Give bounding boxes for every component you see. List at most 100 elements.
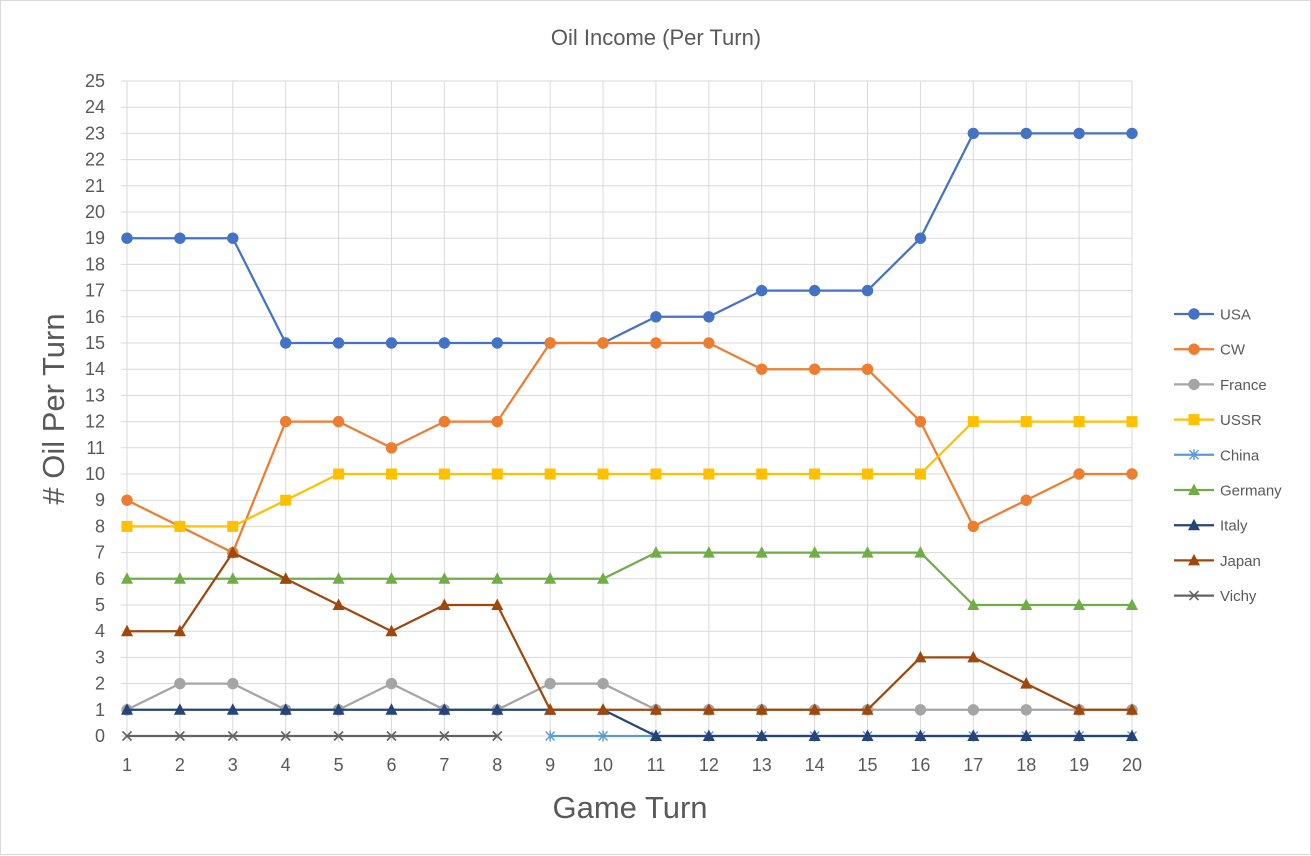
data-point-usa — [491, 337, 503, 349]
series-cw — [121, 337, 1138, 559]
legend-swatch-marker — [1188, 553, 1200, 566]
data-point-usa — [438, 337, 451, 349]
data-point-cw — [544, 337, 556, 349]
data-point-france — [227, 677, 239, 690]
data-point-usa — [967, 127, 980, 140]
data-point-japan — [438, 598, 451, 610]
data-point-italy — [967, 729, 980, 741]
data-point-ussr — [914, 468, 926, 480]
data-point-japan — [385, 624, 398, 637]
data-point-germany — [1126, 598, 1138, 610]
data-point-usa — [332, 337, 345, 349]
data-point-usa — [121, 232, 133, 244]
data-point-italy — [226, 703, 239, 715]
data-point-france — [544, 677, 556, 690]
data-point-cw — [491, 415, 503, 428]
data-point-japan — [1126, 703, 1138, 715]
data-point-japan — [544, 703, 557, 715]
chart-title: Oil Income (Per Turn) — [551, 25, 761, 50]
legend-swatch-marker — [1188, 518, 1200, 531]
data-point-japan — [1020, 677, 1033, 689]
data-point-vichy — [227, 730, 238, 742]
y-tick-label: 15 — [85, 333, 105, 353]
data-point-usa — [1126, 127, 1138, 140]
y-tick-label: 14 — [85, 359, 105, 379]
data-point-vichy — [280, 730, 291, 742]
data-point-vichy — [386, 730, 397, 742]
data-point-vichy — [121, 730, 133, 742]
y-tick-label: 7 — [95, 543, 105, 563]
data-point-france — [967, 704, 980, 716]
data-point-vichy — [333, 730, 344, 742]
data-point-ussr — [438, 468, 450, 480]
data-point-germany — [544, 572, 557, 584]
data-point-germany — [597, 572, 610, 584]
data-point-japan — [279, 572, 292, 584]
series-line-ussr — [127, 420, 1132, 528]
y-tick-label: 18 — [85, 254, 105, 274]
data-point-japan — [121, 624, 133, 637]
data-point-ussr — [703, 468, 715, 480]
data-point-china — [598, 730, 609, 742]
y-tick-label: 0 — [95, 726, 105, 746]
legend-swatch-marker — [1188, 483, 1200, 495]
x-tick-label: 1 — [122, 755, 132, 775]
x-tick-label: 6 — [386, 755, 396, 775]
data-point-cw — [756, 363, 768, 375]
data-point-usa — [650, 311, 662, 323]
data-point-ussr — [544, 468, 556, 480]
series-line-japan — [127, 551, 1132, 711]
data-point-usa — [861, 284, 874, 297]
series-germany — [121, 546, 1138, 610]
data-point-ussr — [491, 468, 503, 480]
data-point-italy — [914, 729, 927, 741]
data-point-germany — [755, 546, 768, 558]
data-point-usa — [703, 311, 715, 323]
y-tick-label: 8 — [95, 516, 105, 536]
data-point-cw — [1020, 494, 1032, 506]
legend-swatch-marker — [1189, 449, 1199, 461]
x-tick-label: 19 — [1069, 755, 1089, 775]
data-point-italy — [491, 703, 504, 715]
data-point-germany — [649, 546, 662, 558]
data-point-ussr — [1073, 416, 1085, 428]
x-tick-label: 2 — [175, 755, 185, 775]
data-point-germany — [861, 546, 874, 558]
y-tick-label: 11 — [86, 438, 105, 458]
y-tick-label: 9 — [95, 490, 105, 510]
data-point-vichy — [174, 730, 185, 742]
data-point-japan — [332, 598, 345, 610]
data-point-cw — [914, 415, 927, 428]
data-point-japan — [226, 546, 239, 558]
series-japan — [121, 546, 1138, 715]
data-point-italy — [332, 703, 345, 715]
data-point-germany — [385, 572, 398, 584]
data-point-ussr — [227, 520, 239, 532]
legend-swatch-marker — [1188, 414, 1200, 426]
legend-item-vichy: Vichy — [1174, 588, 1257, 605]
data-point-ussr — [862, 468, 874, 480]
legend-label: France — [1220, 377, 1267, 394]
series-line-cw — [126, 341, 1132, 554]
legend-label: Japan — [1220, 553, 1261, 570]
data-point-cw — [1126, 468, 1138, 480]
y-tick-label: 20 — [85, 202, 105, 222]
x-tick-label: 9 — [545, 755, 555, 775]
data-point-japan — [649, 703, 662, 715]
x-tick-label: 10 — [593, 755, 613, 775]
data-point-cw — [121, 494, 133, 506]
data-point-germany — [702, 546, 715, 558]
x-tick-label: 14 — [805, 755, 825, 775]
legend: USA CW France USSR China Germany Italy Japan Vic… — [1174, 307, 1282, 605]
legend-item-ussr: USSR — [1174, 412, 1262, 429]
data-point-cw — [703, 337, 715, 349]
y-tick-label: 13 — [85, 385, 105, 405]
data-point-cw — [1073, 468, 1085, 480]
data-point-italy — [702, 729, 715, 741]
y-tick-label: 1 — [95, 700, 105, 720]
y-tick-label: 25 — [85, 71, 105, 91]
plot-series — [121, 127, 1138, 742]
legend-label: Vichy — [1220, 588, 1257, 605]
data-point-ussr — [650, 468, 662, 480]
